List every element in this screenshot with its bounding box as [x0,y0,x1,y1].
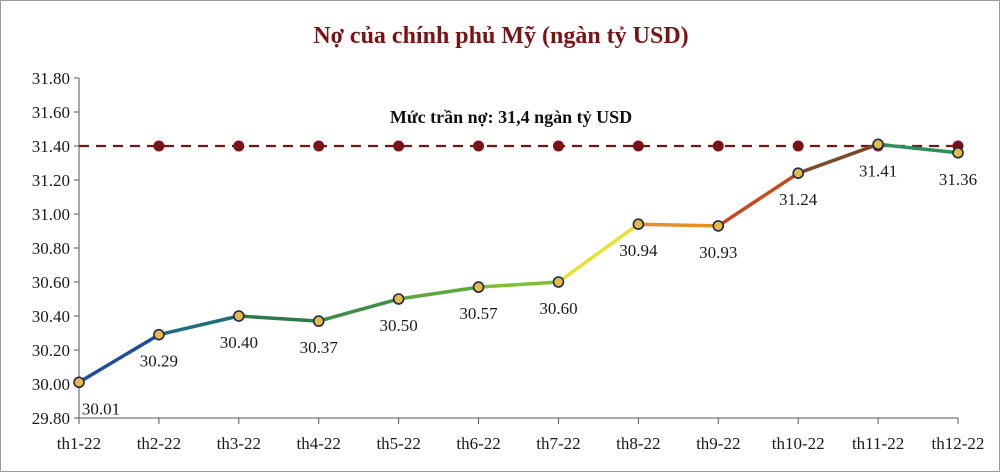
y-tick-label: 30.40 [32,307,70,326]
series-segment [476,280,561,289]
series-segment [237,314,321,323]
series-segment [636,222,721,228]
data-label: 30.60 [539,299,577,318]
data-point [792,167,804,179]
x-tick-label: th7-22 [536,434,580,453]
data-labels: 30.01 30.29 30.40 30.37 30.50 30.57 30.60 30.94… [82,161,977,418]
series-segment [157,314,241,337]
data-point [312,315,325,327]
data-label: 30.29 [140,352,178,371]
x-tick-label: th1-22 [57,434,101,453]
x-tick-label: th12-22 [932,434,985,453]
data-label: 30.37 [300,338,339,357]
ceiling-marker [153,140,165,152]
data-point [872,138,884,151]
ceiling-marker [712,140,724,152]
x-tick-label: th4-22 [297,434,341,453]
data-label: 30.40 [220,333,258,352]
chart-title: Nợ của chính phủ Mỹ (ngàn tỷ USD) [313,23,688,49]
series-segment [556,222,641,284]
series-segment [876,142,960,155]
data-label: 31.24 [779,190,818,209]
series-segment [796,142,880,175]
data-points [73,138,964,389]
ceiling-marker [473,140,485,152]
data-label: 31.41 [859,161,897,180]
data-point [392,293,405,305]
x-tick-label: th11-22 [852,434,904,453]
ceiling-marker [552,140,564,152]
data-point [712,220,725,232]
y-tick-label: 30.60 [32,273,70,292]
y-tick-label: 31.80 [32,69,70,88]
ceiling-marker [233,140,245,152]
data-point [472,281,485,293]
data-point [73,376,85,389]
debt-ceiling-label: Mức trần nợ: 31,4 ngàn tỷ USD [390,107,632,127]
reference-line-group: Mức trần nợ: 31,4 ngàn tỷ USD [79,107,964,152]
x-tick-label: th6-22 [456,434,500,453]
data-point [153,328,165,341]
y-tick-label: 30.80 [32,239,70,258]
x-tick-label: th10-22 [772,434,825,453]
series-segment [716,171,800,228]
ceiling-marker [632,140,644,152]
x-tick-label: th2-22 [137,434,181,453]
ceiling-marker [313,140,325,152]
data-label: 30.50 [380,316,418,335]
x-tick-label: th5-22 [376,434,420,453]
data-label: 30.57 [459,304,498,323]
y-tick-label: 30.20 [32,341,70,360]
y-tick-label: 31.60 [32,103,70,122]
y-tick-label: 29.80 [32,409,70,428]
y-tick-label: 31.40 [32,137,70,156]
data-point [952,147,964,159]
data-label: 31.36 [939,170,977,189]
y-tick-label: 30.00 [32,375,70,394]
y-tick-label: 31.20 [32,171,70,190]
data-point [632,218,645,230]
data-label: 30.94 [619,241,658,260]
x-tick-label: th8-22 [616,434,660,453]
data-label: 30.93 [699,243,737,262]
data-label: 30.01 [82,399,120,418]
ceiling-marker [792,140,804,152]
series-segment [77,332,161,385]
data-point [552,276,565,288]
data-point [233,310,245,322]
y-tick-label: 31.00 [32,205,70,224]
series-segment [316,297,401,323]
axes: 29.80 30.00 30.20 30.40 30.60 30.80 31.00 31.20… [32,69,985,453]
x-tick-label: th3-22 [217,434,261,453]
ceiling-marker [393,140,405,152]
series-line [77,142,960,385]
x-tick-label: th9-22 [696,434,740,453]
series-segment [396,285,481,301]
